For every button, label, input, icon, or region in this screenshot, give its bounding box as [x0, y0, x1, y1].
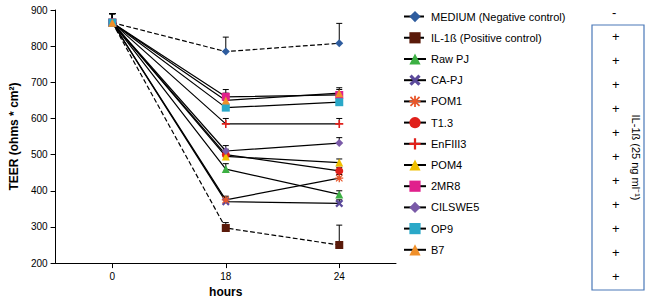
svg-text:+: +	[612, 101, 620, 116]
svg-text:+: +	[612, 53, 620, 68]
svg-text:TEER (ohms * cm²): TEER (ohms * cm²)	[7, 83, 21, 191]
svg-text:+: +	[612, 125, 620, 140]
svg-text:hours: hours	[209, 285, 243, 299]
svg-text:POM1: POM1	[431, 95, 462, 107]
svg-text:600: 600	[31, 113, 48, 124]
svg-text:200: 200	[31, 258, 48, 269]
svg-text:CA-PJ: CA-PJ	[431, 74, 463, 86]
svg-text:+: +	[612, 197, 620, 212]
svg-text:0: 0	[110, 271, 116, 282]
svg-text:IL-1ß (Positive control): IL-1ß (Positive control)	[431, 32, 542, 44]
svg-text:700: 700	[31, 77, 48, 88]
svg-text:+: +	[612, 245, 620, 260]
svg-text:500: 500	[31, 149, 48, 160]
svg-text:-: -	[612, 5, 616, 20]
svg-text:MEDIUM (Negative control): MEDIUM (Negative control)	[431, 11, 565, 23]
svg-text:2MR8: 2MR8	[431, 180, 460, 192]
svg-text:24: 24	[334, 271, 346, 282]
svg-text:Raw PJ: Raw PJ	[431, 53, 469, 65]
svg-text:OP9: OP9	[431, 223, 453, 235]
svg-text:+: +	[612, 29, 620, 44]
svg-text:POM4: POM4	[431, 159, 462, 171]
svg-text:CILSWE5: CILSWE5	[431, 201, 479, 213]
svg-text:18: 18	[220, 271, 232, 282]
svg-text:T1.3: T1.3	[431, 117, 453, 129]
svg-text:300: 300	[31, 221, 48, 232]
svg-text:EnFIII3: EnFIII3	[431, 138, 466, 150]
svg-text:+: +	[612, 173, 620, 188]
svg-text:900: 900	[31, 5, 48, 16]
svg-text:800: 800	[31, 41, 48, 52]
svg-text:IL-1ß (25 ng ml⁻¹): IL-1ß (25 ng ml⁻¹)	[630, 115, 642, 201]
svg-text:400: 400	[31, 185, 48, 196]
svg-text:+: +	[612, 269, 620, 284]
svg-text:+: +	[612, 221, 620, 236]
svg-text:+: +	[612, 77, 620, 92]
svg-text:B7: B7	[431, 244, 444, 256]
svg-text:+: +	[612, 149, 620, 164]
